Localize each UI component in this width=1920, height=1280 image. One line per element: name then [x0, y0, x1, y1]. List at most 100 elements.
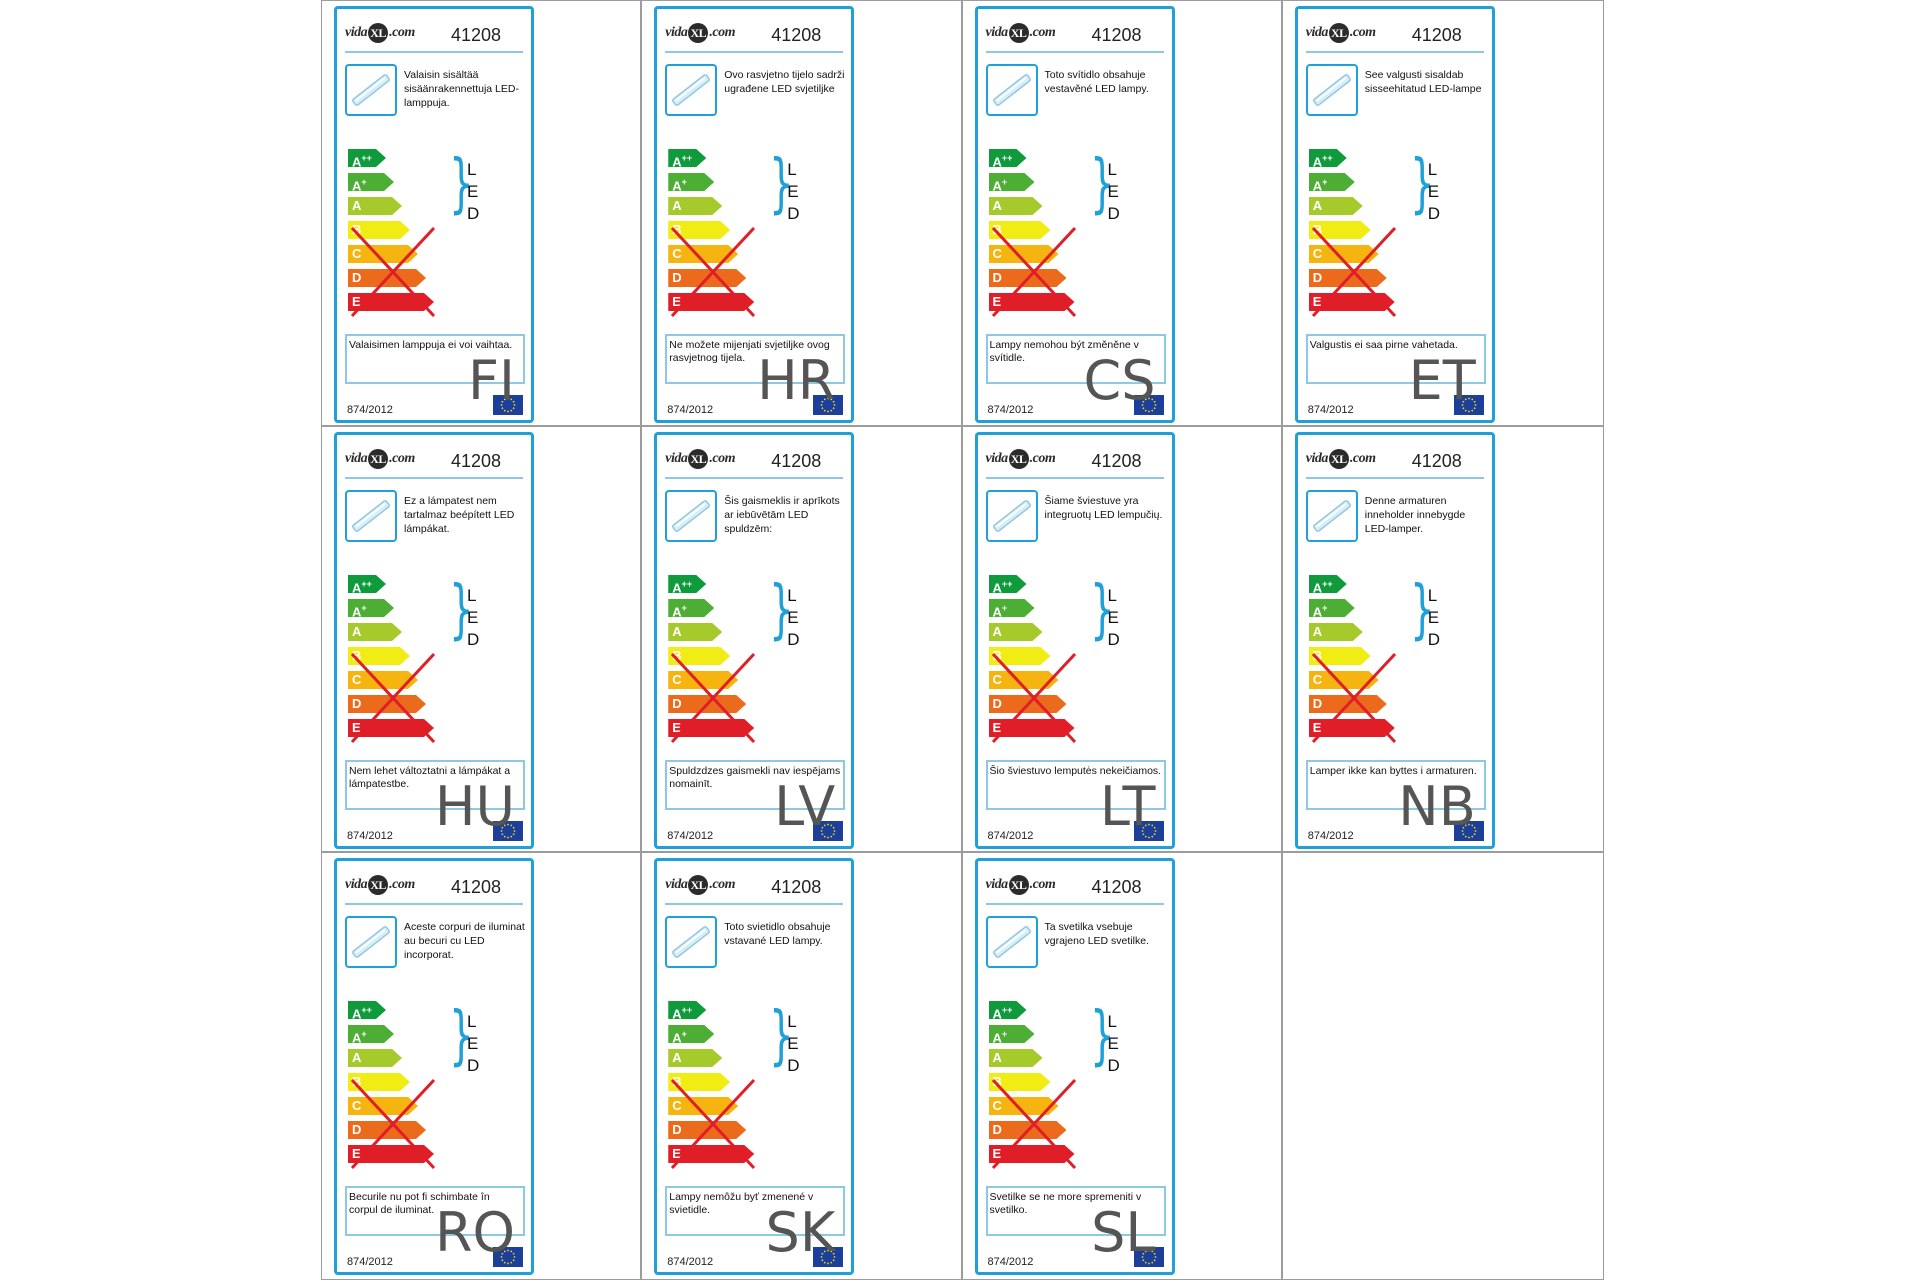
- model-number: 41208: [1091, 25, 1142, 45]
- label-footer-note: Spuldzdzes gaismekli nav iespējams nomai…: [665, 760, 846, 810]
- language-code: ET: [1408, 349, 1476, 412]
- brace-icon: }: [769, 573, 794, 647]
- cross-out-icon: [1311, 226, 1396, 318]
- energy-class-aplus: A+: [348, 599, 394, 617]
- label-cell-sk: vida XL .com 41208 Toto svietidlo obsahuje…: [642, 853, 963, 1279]
- energy-scale: A++ A+ A B C D E: [348, 1001, 448, 1169]
- energy-class-b: B: [1309, 221, 1371, 239]
- energy-class-aplusplus: A++: [989, 575, 1027, 593]
- energy-class-a: A: [989, 623, 1043, 641]
- regulation-number: 874/2012: [1307, 830, 1354, 842]
- regulation-number: 874/2012: [987, 1256, 1034, 1268]
- label-description: Šiame šviestuve yra integruotų LED lempu…: [1044, 495, 1163, 521]
- label-footer-note: Lampy nemôžu byť zmenené v svietidle.: [665, 1186, 846, 1236]
- empty-cell: [1283, 853, 1603, 1279]
- energy-scale: A++ A+ A B C D E: [348, 149, 448, 317]
- led-tube-icon: [985, 916, 1038, 968]
- energy-class-aplusplus: A++: [989, 1001, 1027, 1019]
- label-footer-note: Ne možete mijenjati svjetiljke ovog rasv…: [665, 334, 846, 384]
- led-tube-icon: [345, 490, 397, 542]
- brace-icon: }: [769, 999, 794, 1073]
- eu-flag-icon: [1453, 821, 1484, 841]
- energy-scale: A++ A+ A B C D E: [668, 1001, 768, 1169]
- language-code: FI: [468, 349, 515, 412]
- language-code: SK: [765, 1201, 836, 1264]
- label-footer-note: Valaisimen lamppuja ei voi vaihtaa.: [345, 334, 525, 384]
- cross-out-icon: [350, 1078, 436, 1170]
- energy-label: vida XL .com 41208 Aceste corpuri de ilumi…: [334, 858, 534, 1275]
- energy-class-c: C: [348, 1097, 418, 1115]
- energy-label: vida XL .com 41208 Toto svietidlo obsahuje…: [654, 858, 855, 1275]
- label-footer-note: Nem lehet változtatni a lámpákat a lámpa…: [345, 760, 525, 810]
- language-code: RO: [434, 1201, 515, 1264]
- cross-out-icon: [671, 226, 756, 318]
- energy-class-aplusplus: A++: [1309, 575, 1347, 593]
- led-letter: D: [787, 630, 800, 649]
- energy-class-a: A: [668, 197, 722, 215]
- led-tube-icon: [345, 916, 397, 968]
- energy-class-aplus: A+: [348, 1025, 394, 1043]
- label-header: vida XL .com 41208: [985, 867, 1164, 905]
- energy-class-c: C: [1309, 245, 1379, 263]
- energy-class-a: A: [1309, 197, 1363, 215]
- cross-out-icon: [671, 652, 756, 744]
- energy-class-aplusplus: A++: [348, 1001, 386, 1019]
- led-letter: D: [1427, 630, 1441, 649]
- vidaxl-logo: vida XL .com: [1306, 449, 1376, 471]
- label-cell-et: vida XL .com 41208 See valgusti sisaldab s…: [1282, 1, 1603, 427]
- label-header: vida XL .com 41208: [1305, 441, 1484, 479]
- model-number: 41208: [450, 451, 501, 471]
- led-tube-icon: [985, 490, 1038, 542]
- led-letter: D: [787, 1056, 800, 1075]
- label-cell-ro: vida XL .com 41208 Aceste corpuri de ilumi…: [322, 853, 643, 1279]
- energy-label: vida XL .com 41208 Denne armaturen innehol…: [1294, 432, 1495, 849]
- energy-class-aplusplus: A++: [668, 149, 706, 167]
- eu-flag-icon: [1133, 395, 1164, 415]
- vidaxl-logo: vida XL .com: [665, 449, 735, 471]
- label-description: Toto svietidlo obsahuje vstavané LED lam…: [724, 921, 831, 947]
- energy-class-aplus: A+: [1309, 173, 1355, 191]
- model-number: 41208: [1091, 451, 1142, 471]
- eu-flag-icon: [493, 821, 523, 841]
- energy-label: vida XL .com 41208 Ta svetilka vsebuje vgr…: [974, 858, 1175, 1275]
- cross-out-icon: [991, 1078, 1076, 1170]
- eu-flag-icon: [493, 1247, 523, 1267]
- cross-out-icon: [991, 652, 1076, 744]
- label-description: Denne armaturen inneholder innebygde LED…: [1364, 495, 1466, 535]
- brace-icon: }: [1409, 147, 1435, 221]
- energy-class-b: B: [1309, 647, 1371, 665]
- energy-scale: A++ A+ A B C D E: [1309, 575, 1409, 743]
- label-cell-sl: vida XL .com 41208 Ta svetilka vsebuje vgr…: [963, 853, 1283, 1279]
- label-cell-nb: vida XL .com 41208 Denne armaturen innehol…: [1282, 427, 1603, 853]
- energy-class-b: B: [668, 1073, 730, 1091]
- led-letter: L: [787, 586, 797, 605]
- eu-flag-icon: [813, 1247, 844, 1267]
- eu-flag-icon: [1453, 395, 1484, 415]
- led-tube-icon: [345, 64, 397, 116]
- energy-class-b: B: [348, 1073, 410, 1091]
- energy-class-c: C: [348, 245, 418, 263]
- energy-class-a: A: [668, 623, 722, 641]
- led-letter: E: [467, 608, 479, 627]
- led-tube-icon: [1305, 64, 1358, 116]
- energy-class-aplusplus: A++: [1309, 149, 1347, 167]
- energy-class-aplus: A+: [989, 1025, 1035, 1043]
- eu-flag-icon: [1133, 1247, 1164, 1267]
- energy-class-a: A: [989, 197, 1043, 215]
- led-letter: E: [1107, 1034, 1119, 1053]
- label-cell-hu: vida XL .com 41208 Ez a lámpatest nem tart…: [322, 427, 643, 853]
- label-cell-cs: vida XL .com 41208 Toto svítidlo obsahuje …: [962, 1, 1283, 427]
- energy-class-aplus: A+: [668, 1025, 714, 1043]
- label-description: Ez a lámpatest nem tartalmaz beépített L…: [404, 495, 515, 535]
- label-cell-fi: vida XL .com 41208 Valaisin sisältää sisää…: [322, 1, 643, 427]
- label-description: Valaisin sisältää sisäänrakennettuja LED…: [404, 69, 519, 109]
- energy-label: vida XL .com 41208 Toto svítidlo obsahuje …: [974, 6, 1175, 423]
- label-header: vida XL .com 41208: [985, 15, 1164, 53]
- energy-class-aplus: A+: [668, 173, 714, 191]
- led-letter: L: [1107, 1012, 1117, 1031]
